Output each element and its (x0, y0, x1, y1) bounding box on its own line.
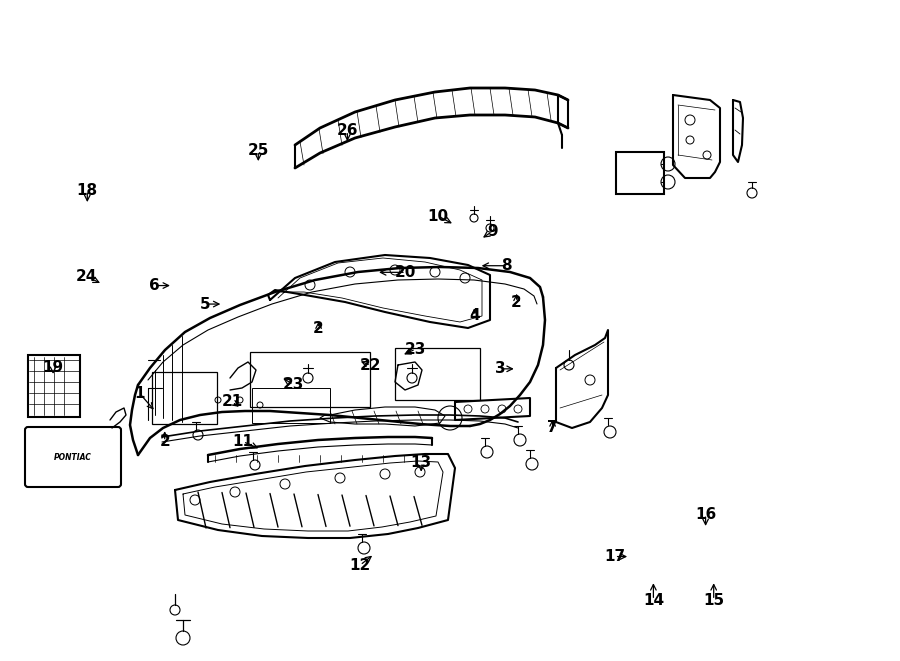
Text: 2: 2 (159, 434, 170, 449)
Text: 20: 20 (395, 265, 417, 280)
Bar (28, 355, 80, 417)
Text: 16: 16 (695, 507, 716, 522)
Bar (252, 388, 330, 423)
Text: 1: 1 (134, 386, 145, 401)
Text: 3: 3 (495, 362, 506, 376)
Bar (395, 348, 480, 400)
Bar (616, 152, 664, 194)
Text: 25: 25 (248, 143, 269, 158)
Text: 23: 23 (283, 377, 304, 392)
Text: 12: 12 (349, 558, 371, 572)
Text: 6: 6 (149, 278, 160, 293)
Text: 4: 4 (469, 309, 480, 323)
Text: 9: 9 (487, 224, 498, 239)
Text: 14: 14 (643, 593, 664, 607)
Text: 21: 21 (221, 395, 243, 409)
Text: 5: 5 (200, 297, 211, 311)
Text: 26: 26 (337, 124, 358, 138)
Text: 2: 2 (511, 295, 522, 309)
Text: 8: 8 (501, 258, 512, 273)
Text: 19: 19 (42, 360, 64, 375)
Text: 2: 2 (313, 321, 324, 336)
Text: 11: 11 (232, 434, 254, 449)
Bar (250, 352, 370, 407)
Text: 10: 10 (428, 209, 449, 223)
Text: 15: 15 (703, 593, 724, 607)
Text: 18: 18 (76, 183, 98, 198)
Text: 13: 13 (410, 455, 432, 470)
Text: 24: 24 (76, 269, 97, 284)
Text: 7: 7 (547, 420, 558, 435)
Text: 22: 22 (360, 358, 382, 373)
Text: 23: 23 (405, 342, 427, 356)
Text: PONTIAC: PONTIAC (54, 453, 92, 461)
Bar (152, 372, 217, 424)
Text: 17: 17 (604, 549, 626, 564)
